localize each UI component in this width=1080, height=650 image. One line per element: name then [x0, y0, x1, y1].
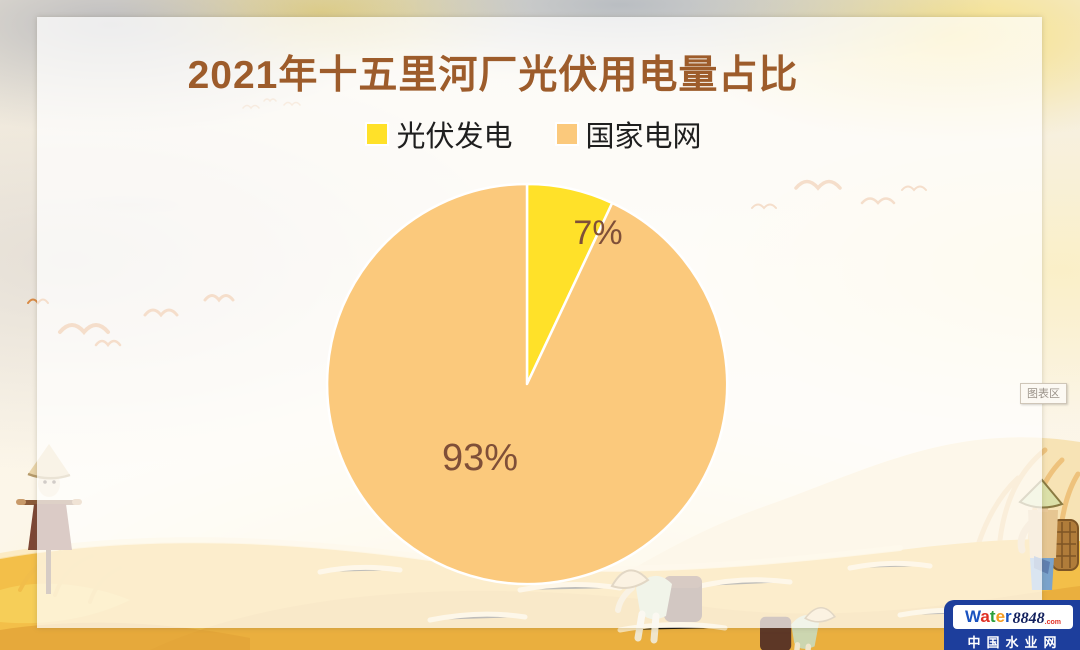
pie-data-label[interactable]: 93% — [441, 437, 519, 479]
water8848-watermark: Water 8848 .com 中国水业网 — [944, 600, 1080, 650]
brand-number: 8848 — [1012, 610, 1045, 627]
legend-label: 光伏发电 — [396, 121, 513, 153]
dune-shadow-left — [0, 622, 250, 650]
legend-swatch-orange — [556, 124, 577, 144]
legend-item-pv[interactable]: 光伏发电 — [367, 113, 513, 155]
site-name: 中国水业网 — [967, 635, 1063, 650]
legend-swatch-yellow — [367, 124, 388, 144]
legend-label: 国家电网 — [585, 121, 702, 153]
legend-item-grid[interactable]: 国家电网 — [556, 113, 702, 155]
chart-title[interactable]: 2021年十五里河厂光伏用电量占比 — [187, 54, 799, 97]
brand-letters: Water — [965, 607, 1012, 626]
pie-chart[interactable] — [325, 182, 729, 586]
chart-area-tooltip: 图表区 — [1020, 383, 1067, 404]
brand-logo: Water 8848 .com — [953, 605, 1073, 629]
pie-data-label[interactable]: 7% — [573, 214, 623, 252]
chart-legend: 光伏发电 国家电网 — [37, 113, 1032, 155]
brand-tld: .com — [1044, 619, 1061, 626]
pie-slice-国家电网[interactable] — [325, 182, 729, 586]
